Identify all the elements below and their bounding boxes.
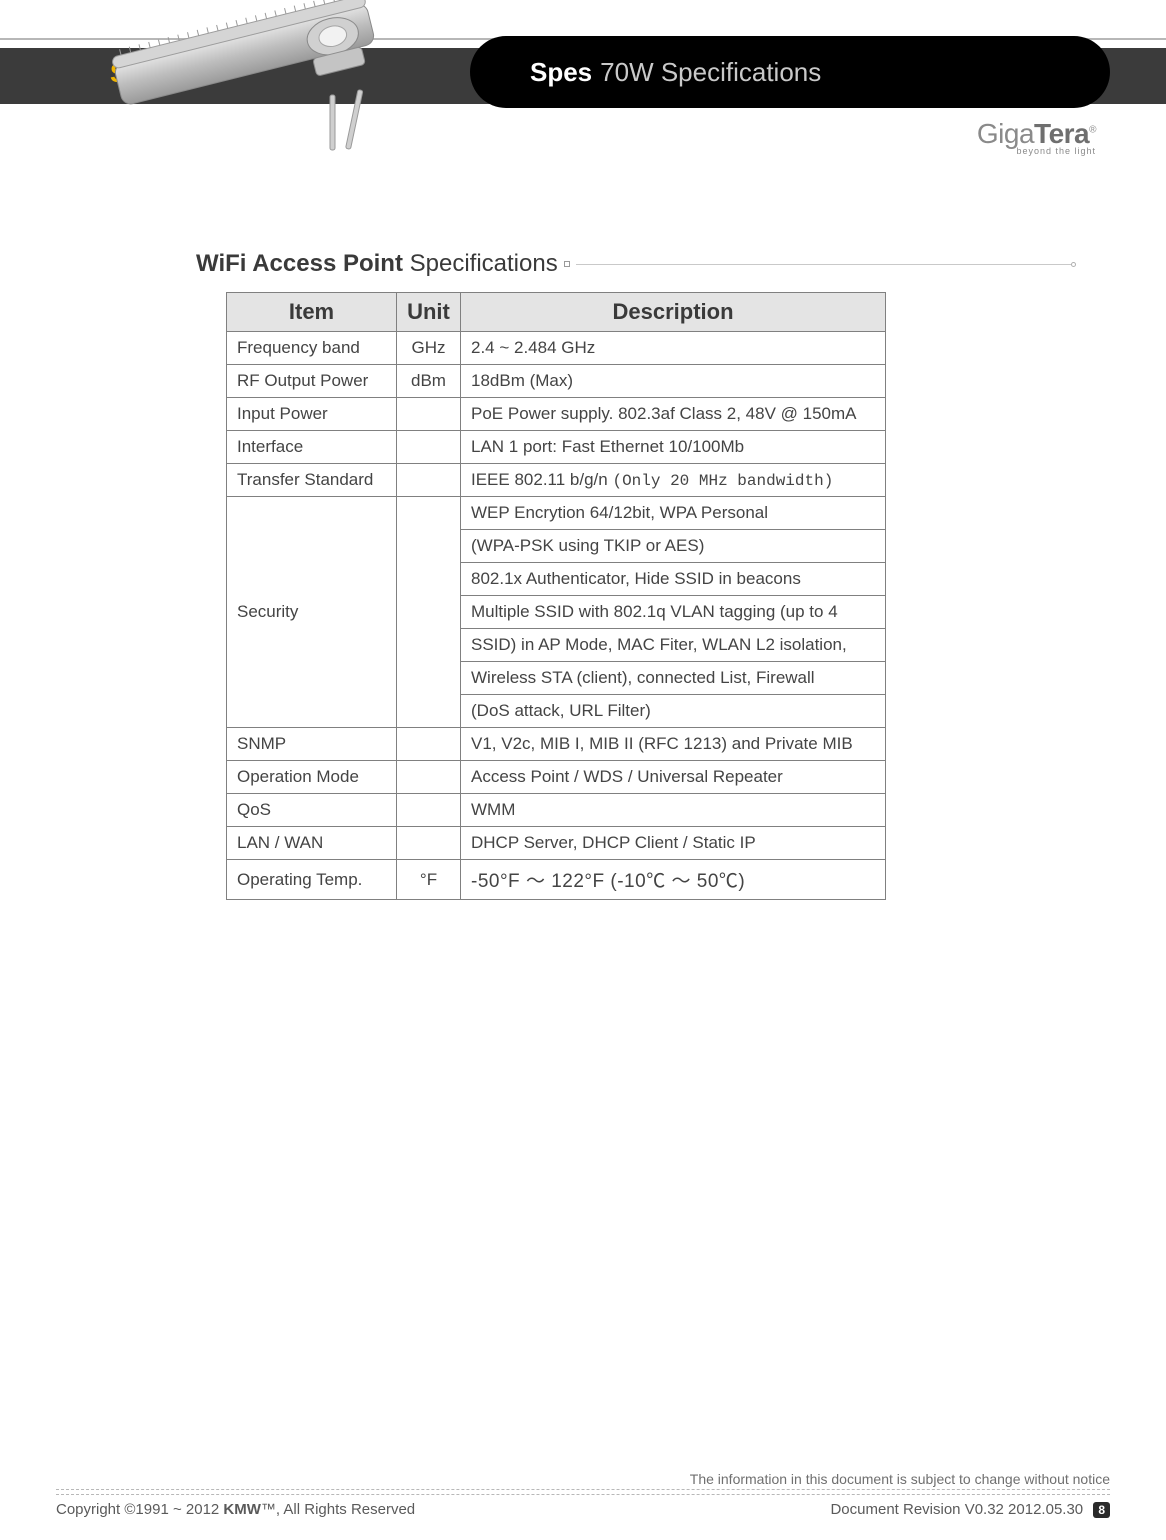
cell-desc: -50°F ～ 122°F (-10℃ ～ 50℃) [461, 860, 886, 900]
cell-desc: SSID) in AP Mode, MAC Fiter, WLAN L2 iso… [461, 629, 886, 662]
cell-desc: 18dBm (Max) [461, 365, 886, 398]
cell-desc: DHCP Server, DHCP Client / Static IP [461, 827, 886, 860]
cell-desc: (DoS attack, URL Filter) [461, 695, 886, 728]
footer-revision: Document Revision V0.32 2012.05.30 [830, 1501, 1083, 1518]
spes-logo: SPeS [110, 58, 181, 89]
cell-desc: Wireless STA (client), connected List, F… [461, 662, 886, 695]
cell-unit [397, 497, 461, 728]
cell-desc: WEP Encrytion 64/12bit, WPA Personal [461, 497, 886, 530]
col-header-item: Item [227, 293, 397, 332]
footer-revision-block: Document Revision V0.32 2012.05.30 8 [830, 1501, 1110, 1518]
copyright-bold: KMW [223, 1501, 261, 1518]
cell-unit [397, 728, 461, 761]
table-row: LAN / WAN DHCP Server, DHCP Client / Stat… [227, 827, 886, 860]
cell-item: SNMP [227, 728, 397, 761]
cell-desc: (WPA-PSK using TKIP or AES) [461, 530, 886, 563]
section-title-bold: WiFi Access Point [196, 250, 403, 277]
title-pill: Spes 70W Specifications [470, 36, 1110, 108]
table-row: RF Output PowerdBm18dBm (Max) [227, 365, 886, 398]
title-bold: Spes [530, 57, 592, 88]
cell-unit [397, 431, 461, 464]
cell-unit: dBm [397, 365, 461, 398]
cell-desc: WMM [461, 794, 886, 827]
content-area: WiFi Access Point Specifications Item Un… [196, 250, 1076, 900]
cell-item: Interface [227, 431, 397, 464]
cell-unit: °F [397, 860, 461, 900]
table-row: Transfer Standard IEEE 802.11 b/g/n (Only… [227, 464, 886, 497]
cell-desc: LAN 1 port: Fast Ethernet 10/100Mb [461, 431, 886, 464]
cell-unit [397, 794, 461, 827]
page-number-badge: 8 [1093, 1502, 1110, 1518]
table-row: SecurityWEP Encrytion 64/12bit, WPA Pers… [227, 497, 886, 530]
cell-desc: 2.4 ~ 2.484 GHz [461, 332, 886, 365]
section-title: WiFi Access Point Specifications [196, 250, 558, 278]
cell-desc: IEEE 802.11 b/g/n (Only 20 MHz bandwidth… [461, 464, 886, 497]
cell-item: Security [227, 497, 397, 728]
cell-item: Operation Mode [227, 761, 397, 794]
section-title-row: WiFi Access Point Specifications [196, 250, 1076, 278]
cell-item: Operating Temp. [227, 860, 397, 900]
page-footer: The information in this document is subj… [56, 1471, 1110, 1518]
cell-unit: GHz [397, 332, 461, 365]
cell-item: LAN / WAN [227, 827, 397, 860]
title-decor-end [1071, 262, 1076, 267]
gigatera-bold: Tera [1034, 118, 1089, 149]
table-header-row: Item Unit Description [227, 293, 886, 332]
cell-unit [397, 464, 461, 497]
title-light: 70W Specifications [600, 57, 821, 88]
footer-divider [56, 1494, 1110, 1495]
cell-unit [397, 398, 461, 431]
cell-item: Input Power [227, 398, 397, 431]
table-row: SNMP V1, V2c, MIB I, MIB II (RFC 1213) an… [227, 728, 886, 761]
copyright-suffix: ™, All Rights Reserved [261, 1501, 415, 1518]
table-row: Frequency bandGHz2.4 ~ 2.484 GHz [227, 332, 886, 365]
cell-desc: PoE Power supply. 802.3af Class 2, 48V @… [461, 398, 886, 431]
cell-item: Transfer Standard [227, 464, 397, 497]
footer-notice: The information in this document is subj… [56, 1471, 1110, 1490]
cell-item: QoS [227, 794, 397, 827]
gigatera-logo: GigaTera® beyond the light [977, 118, 1096, 156]
table-row: Input Power PoE Power supply. 802.3af Cla… [227, 398, 886, 431]
table-row: Operating Temp.°F-50°F ～ 122°F (-10℃ ～ 5… [227, 860, 886, 900]
cell-unit [397, 827, 461, 860]
col-header-desc: Description [461, 293, 886, 332]
cell-desc: Multiple SSID with 802.1q VLAN tagging (… [461, 596, 886, 629]
copyright-prefix: Copyright ©1991 ~ 2012 [56, 1501, 223, 1518]
page-header: Spes 70W Specifications SPeS [0, 0, 1166, 160]
cell-desc: Access Point / WDS / Universal Repeater [461, 761, 886, 794]
footer-row: Copyright ©1991 ~ 2012 KMW™, All Rights … [56, 1501, 1110, 1518]
table-row: QoS WMM [227, 794, 886, 827]
cell-desc: 802.1x Authenticator, Hide SSID in beaco… [461, 563, 886, 596]
gigatera-main: Giga [977, 118, 1034, 149]
title-decor-line [576, 264, 1071, 265]
table-row: Interface LAN 1 port: Fast Ethernet 10/10… [227, 431, 886, 464]
col-header-unit: Unit [397, 293, 461, 332]
cell-desc: V1, V2c, MIB I, MIB II (RFC 1213) and Pr… [461, 728, 886, 761]
footer-copyright: Copyright ©1991 ~ 2012 KMW™, All Rights … [56, 1501, 415, 1518]
cell-unit [397, 761, 461, 794]
spec-table: Item Unit Description Frequency bandGHz2… [226, 292, 886, 900]
cell-item: Frequency band [227, 332, 397, 365]
title-decor-dot [564, 261, 570, 267]
table-row: Operation Mode Access Point / WDS / Unive… [227, 761, 886, 794]
cell-item: RF Output Power [227, 365, 397, 398]
section-title-light: Specifications [410, 250, 558, 277]
